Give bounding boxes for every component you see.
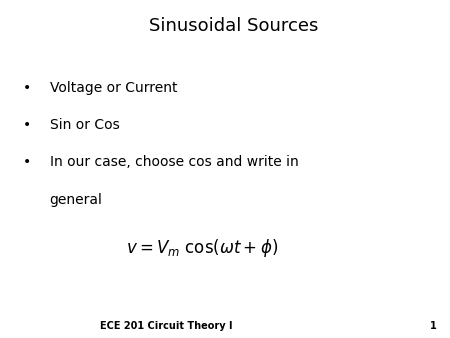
Text: 1: 1	[430, 321, 436, 331]
Text: Sinusoidal Sources: Sinusoidal Sources	[149, 17, 319, 35]
Text: Sin or Cos: Sin or Cos	[50, 118, 119, 132]
Text: Voltage or Current: Voltage or Current	[50, 81, 177, 95]
Text: $v = V_m\ \cos(\omega t + \phi)$: $v = V_m\ \cos(\omega t + \phi)$	[126, 237, 279, 259]
Text: •: •	[22, 118, 31, 132]
Text: •: •	[22, 155, 31, 169]
Text: •: •	[22, 81, 31, 95]
Text: In our case, choose cos and write in: In our case, choose cos and write in	[50, 155, 298, 169]
Text: ECE 201 Circuit Theory I: ECE 201 Circuit Theory I	[100, 321, 233, 331]
Text: general: general	[50, 193, 103, 207]
